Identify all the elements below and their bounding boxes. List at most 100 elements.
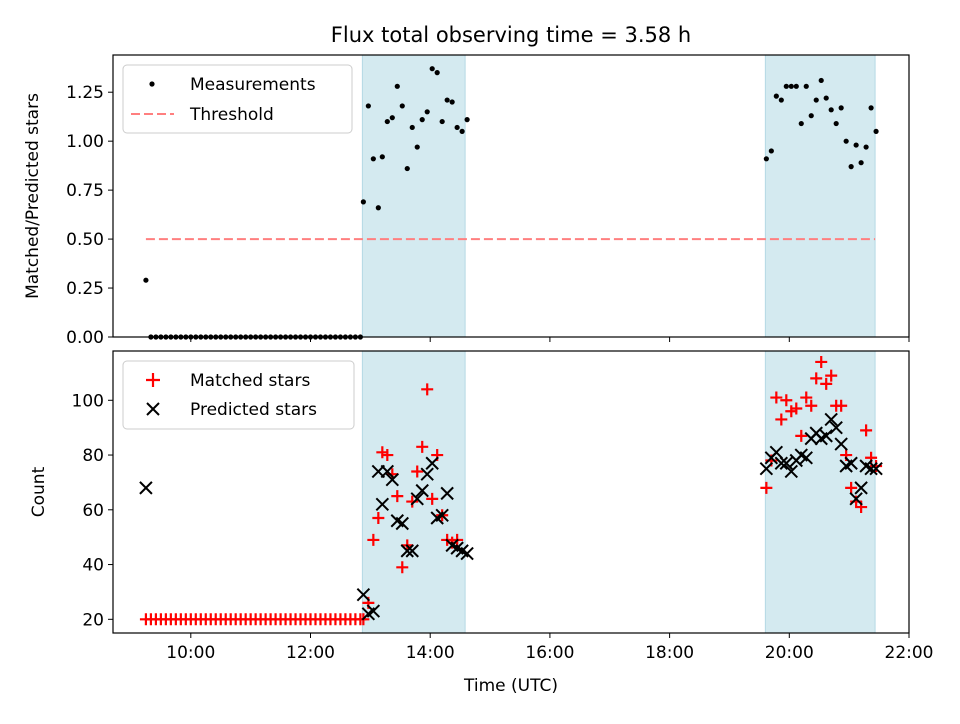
x-tick-label: 20:00 — [765, 643, 814, 663]
top-legend: Measurements Threshold — [122, 64, 353, 134]
matched-star-marker — [770, 391, 783, 404]
matched-star-marker — [780, 394, 793, 407]
x-tick-label: 10:00 — [166, 643, 215, 663]
predicted-star-marker — [356, 587, 371, 602]
measurement-point — [409, 124, 415, 131]
matched-star-marker — [775, 413, 788, 426]
chart-title: Flux total observing time = 3.58 h — [331, 23, 691, 47]
legend-predicted-label: Predicted stars — [190, 400, 317, 420]
y-tick-label: 0.75 — [66, 181, 104, 201]
measurement-point — [818, 77, 824, 84]
predicted-star-marker — [834, 437, 848, 451]
measurement-point — [444, 97, 450, 103]
measurement-point — [384, 118, 390, 125]
measurement-point — [773, 93, 779, 99]
measurement-point — [778, 97, 784, 103]
matched-star-marker — [845, 481, 858, 494]
observing-window-shade — [764, 54, 876, 338]
measurement-point — [813, 97, 819, 103]
predicted-star-marker — [380, 464, 395, 479]
y-tick-label: 0.25 — [66, 279, 104, 299]
legend-measurements-label: Measurements — [190, 75, 316, 95]
measurement-point — [763, 156, 769, 162]
predicted-star-marker — [849, 492, 863, 506]
predicted-star-marker — [139, 481, 153, 495]
x-tick-label: 16:00 — [525, 643, 574, 663]
measurement-point — [360, 199, 366, 205]
measurement-point — [404, 165, 410, 172]
legend-threshold-label: Threshold — [189, 105, 274, 125]
matched-star-marker — [426, 492, 439, 505]
y-tick-label: 0.00 — [66, 328, 104, 348]
predicted-star-marker — [375, 497, 390, 512]
measurement-point — [873, 128, 879, 134]
matched-star-marker — [372, 512, 385, 525]
measurement-point — [464, 117, 470, 123]
predicted-star-marker — [799, 451, 813, 465]
predicted-star-marker — [769, 445, 784, 460]
matched-star-marker — [790, 402, 803, 415]
measurement-point — [793, 83, 799, 89]
legend-matched-marker — [146, 373, 160, 387]
legend-measurements-marker — [149, 81, 155, 87]
measurement-point — [803, 83, 809, 89]
measurement-point — [828, 107, 834, 113]
bottom-legend-box — [122, 360, 355, 430]
y-tick-label: 40 — [82, 556, 104, 576]
predicted-star-marker — [864, 462, 878, 476]
measurement-point — [434, 70, 440, 76]
observing-window-shade — [361, 54, 466, 338]
predicted-star-marker — [779, 456, 794, 470]
measurement-point — [429, 66, 435, 72]
x-tick-label: 12:00 — [286, 643, 335, 663]
y-tick-label: 80 — [82, 446, 104, 466]
measurement-point — [863, 144, 869, 150]
measurement-point — [379, 154, 385, 160]
measurement-point — [848, 164, 854, 170]
y-tick-label: 0.50 — [66, 230, 104, 250]
measurement-point — [399, 103, 405, 109]
predicted-star-marker — [824, 412, 838, 427]
measurement-point — [823, 95, 829, 101]
bottom-legend: Matched stars Predicted stars — [122, 360, 355, 430]
matched-star-marker — [815, 355, 828, 368]
matched-star-marker — [421, 383, 434, 396]
predicted-star-marker — [869, 462, 883, 476]
measurement-point — [459, 128, 465, 134]
matched-star-marker — [760, 481, 773, 494]
legend-matched-label: Matched stars — [190, 371, 310, 391]
predicted-star-marker — [410, 492, 424, 506]
predicted-star-marker — [460, 546, 474, 561]
y-tick-label: 100 — [72, 391, 104, 411]
top-legend-box — [122, 64, 353, 134]
matched-star-marker — [800, 391, 813, 404]
measurement-point — [838, 105, 844, 111]
predicted-star-marker — [405, 544, 419, 558]
matched-star-marker — [406, 495, 419, 508]
measurement-point — [783, 83, 789, 89]
bottom-ylabel: Count — [29, 466, 49, 517]
x-tick-label: 18:00 — [645, 643, 694, 663]
matched-star-marker — [820, 377, 833, 390]
measurement-point — [375, 205, 381, 211]
predicted-star-marker — [829, 420, 843, 435]
matched-star-marker — [795, 429, 808, 442]
measurement-point — [454, 124, 460, 131]
matched-star-marker — [825, 369, 838, 382]
predicted-star-marker — [395, 516, 409, 531]
predicted-star-marker — [400, 544, 414, 558]
predicted-star-marker — [774, 456, 789, 470]
predicted-star-marker — [784, 464, 799, 479]
top-axes-frame — [112, 54, 910, 338]
predicted-star-marker — [385, 472, 400, 487]
measurement-point — [439, 118, 445, 125]
measurement-point — [843, 138, 849, 144]
measurement-point — [394, 83, 400, 89]
matched-star-marker — [391, 490, 404, 503]
matched-star-marker — [416, 440, 429, 453]
predicted-star-marker — [844, 456, 858, 470]
measurement-point — [808, 113, 814, 119]
x-tick-label: 22:00 — [885, 643, 934, 663]
measurement-point — [868, 105, 874, 111]
